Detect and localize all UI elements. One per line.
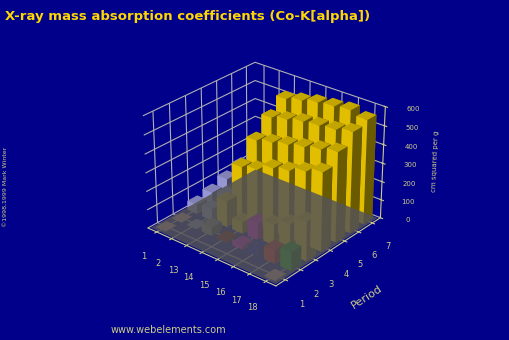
Text: www.webelements.com: www.webelements.com [110, 325, 225, 335]
Text: ©1998,1999 Mark Winter: ©1998,1999 Mark Winter [3, 147, 8, 227]
Y-axis label: Period: Period [349, 283, 384, 310]
Text: X-ray mass absorption coefficients (Co-K[alpha]): X-ray mass absorption coefficients (Co-K… [5, 10, 370, 23]
